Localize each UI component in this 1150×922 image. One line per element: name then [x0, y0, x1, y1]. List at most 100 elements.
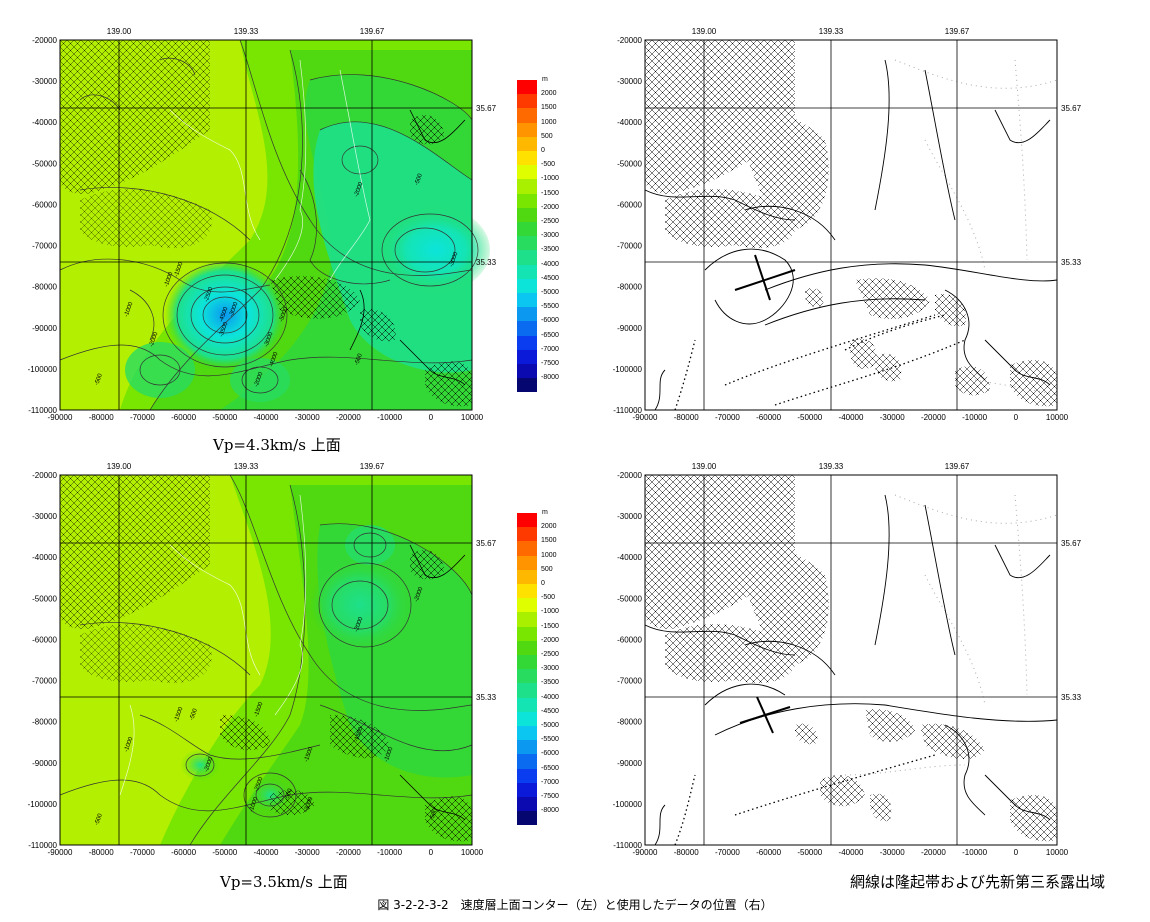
map-bottom-left-contour: 139.00 139.33 139.6735.6735.33-20000-30000…	[28, 462, 497, 857]
legend-label: -500	[541, 161, 556, 169]
legend-swatch	[517, 754, 537, 769]
axis-labels: 139.00 139.33 139.67 35.67 35.33 -20000 -30000…	[613, 27, 1082, 422]
map-top-right-data-location: 139.00 139.33 139.67 35.67 35.33 -20000 -30000…	[613, 27, 1082, 422]
legend-label: -8000	[541, 374, 559, 382]
x-tick-label: 0	[429, 848, 434, 857]
legend-label: 0	[541, 580, 545, 587]
x-tick-label: -70000	[130, 848, 155, 857]
legend-swatch	[517, 612, 537, 627]
latitude-label: 35.33	[1061, 693, 1082, 702]
legend-swatch	[517, 151, 537, 166]
legend-swatch	[517, 782, 537, 797]
y-tick-label: -60000	[617, 635, 642, 644]
latitude-label: 35.67	[1061, 539, 1082, 548]
y-tick-label: -30000	[617, 512, 642, 521]
legend-label: -7500	[541, 793, 559, 800]
y-tick-label: -30000	[617, 77, 642, 86]
legend-swatch	[517, 165, 537, 180]
legend-label: -4000	[541, 260, 559, 268]
legend-label: -3000	[541, 665, 559, 673]
longitude-label: 139.00	[107, 462, 132, 471]
longitude-label: 139.33	[234, 462, 259, 471]
contour-value-label: -1500	[354, 726, 365, 743]
x-tick-label: -40000	[839, 413, 864, 422]
y-tick-label: -30000	[32, 512, 57, 521]
legend-label: -6500	[541, 764, 559, 772]
y-tick-label: -100000	[613, 365, 643, 374]
legend-label: 500	[541, 132, 553, 140]
legend-swatch	[517, 740, 537, 755]
x-tick-label: -80000	[674, 413, 699, 422]
y-tick-label: -40000	[617, 118, 642, 127]
contour-value-label: -2000	[354, 616, 365, 633]
x-tick-label: -50000	[797, 413, 822, 422]
contour-value-label: -500	[189, 707, 199, 721]
y-tick-label: -20000	[617, 471, 642, 480]
legend-label: -1500	[541, 189, 559, 197]
longitude-label: 139.67	[360, 462, 385, 471]
y-tick-label: -70000	[617, 242, 642, 251]
legend-swatch	[517, 364, 537, 379]
legend-swatch	[517, 207, 537, 222]
contour-value-label: -2000	[254, 371, 265, 388]
contour-value-label: -500	[94, 372, 104, 386]
contour-value-label: -1500	[254, 701, 265, 718]
x-tick-label: 10000	[1046, 848, 1069, 857]
legend-label: -5500	[541, 303, 559, 311]
legend-label: -7000	[541, 778, 559, 786]
legend-label: -3500	[541, 679, 559, 687]
caption-bottom-left: Vp=3.5km/s 上面	[220, 873, 348, 891]
legend-swatch	[517, 94, 537, 109]
legend-swatch	[517, 264, 537, 279]
y-tick-label: -100000	[613, 800, 643, 809]
x-tick-label: -50000	[212, 413, 237, 422]
legend-label: -500	[541, 594, 556, 602]
contour-value-label: -4000	[269, 351, 280, 368]
legend-swatch	[517, 569, 537, 584]
map-bottom-right-data-location: 139.00 139.33 139.67 35.67 35.33 -20000 -30000…	[613, 462, 1082, 857]
y-tick-label: -70000	[617, 677, 642, 686]
legend-swatch	[517, 250, 537, 265]
legend-swatch	[517, 122, 537, 137]
contour-value-label: -500	[354, 352, 364, 366]
longitude-label: 139.00	[692, 462, 717, 471]
legend-label: -7000	[541, 345, 559, 353]
longitude-label: 139.67	[360, 27, 385, 36]
legend-swatch	[517, 697, 537, 712]
y-tick-label: -90000	[617, 759, 642, 768]
y-tick-label: -20000	[617, 36, 642, 45]
map-frame-top-right	[644, 39, 1058, 411]
legend-swatch	[517, 541, 537, 556]
x-tick-label: 10000	[1046, 413, 1069, 422]
legend-label: -4000	[541, 693, 559, 701]
y-tick-label: -50000	[617, 159, 642, 168]
legend-swatch	[517, 655, 537, 670]
legend-swatch	[517, 136, 537, 151]
contour-value-label: -3000	[304, 796, 315, 813]
legend-label: -1000	[541, 175, 559, 183]
legend-label: -2000	[541, 636, 559, 644]
contour-value-label: -2000	[149, 331, 160, 348]
x-tick-label: 10000	[461, 413, 484, 422]
x-tick-label: -30000	[295, 848, 320, 857]
x-tick-label: -60000	[756, 848, 781, 857]
contour-value-label: -5000	[279, 306, 290, 323]
contour-value-label: -1000	[164, 271, 175, 288]
legend-swatch	[517, 349, 537, 364]
x-tick-label: -60000	[756, 413, 781, 422]
x-tick-label: -30000	[295, 413, 320, 422]
contour-value-label: -2500	[204, 286, 215, 303]
y-tick-label: -20000	[32, 471, 57, 480]
legend-swatch	[517, 378, 537, 393]
x-tick-label: -80000	[89, 848, 114, 857]
caption-top-left: Vp=4.3km/s 上面	[213, 436, 341, 454]
longitude-label: 139.67	[945, 462, 970, 471]
x-tick-label: -20000	[336, 848, 361, 857]
x-tick-label: -20000	[921, 848, 946, 857]
legend-label: -6500	[541, 331, 559, 339]
legend-label: 1500	[541, 537, 557, 545]
contour-value-label: -1500	[304, 746, 315, 763]
map-frame-bottom-left	[59, 474, 473, 846]
x-tick-label: -80000	[89, 413, 114, 422]
y-tick-label: -80000	[32, 283, 57, 292]
